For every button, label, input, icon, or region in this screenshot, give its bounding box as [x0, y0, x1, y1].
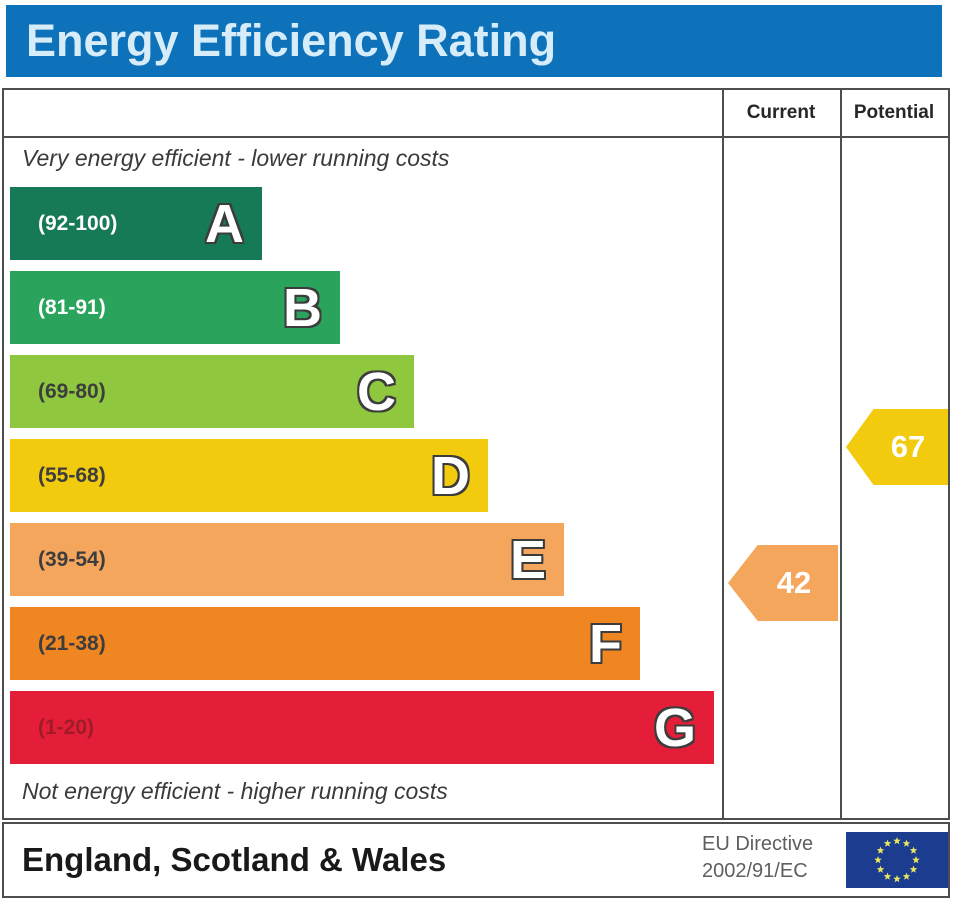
column-header-potential: Potential — [853, 102, 935, 123]
star-icon — [902, 839, 911, 847]
star-icon — [874, 856, 882, 864]
potential-rating-arrow: 67 — [846, 409, 948, 485]
star-icon — [909, 865, 918, 873]
eu-directive-line1: EU Directive — [702, 833, 814, 855]
band-range-label: (81-91) — [38, 295, 106, 319]
potential-column-divider — [840, 90, 842, 818]
column-header-current: Current — [746, 102, 816, 123]
band-bar: (21-38) F — [10, 607, 640, 680]
band-letter: F — [589, 613, 622, 674]
star-icon — [893, 875, 901, 883]
band-range-label: (1-20) — [38, 715, 95, 739]
band-bar: (69-80) C — [10, 355, 414, 428]
current-rating-value: 42 — [776, 565, 812, 600]
header-row-divider — [4, 136, 948, 138]
band-bar: (1-20) G — [10, 691, 714, 764]
band-row: (21-38) F — [10, 607, 640, 680]
band-range-label: (39-54) — [38, 547, 106, 571]
band-letter: G — [653, 697, 696, 758]
star-icon — [876, 865, 885, 873]
band-bar: (55-68) D — [10, 439, 488, 512]
band-row: (1-20) G — [10, 691, 714, 764]
band-range-label: (69-80) — [38, 379, 106, 403]
band-letter: E — [509, 529, 546, 590]
current-rating-arrow: 42 — [728, 545, 838, 621]
band-row: (39-54) E — [10, 523, 564, 596]
eu-directive-label: EU Directive 2002/91/EC — [702, 831, 813, 885]
band-letter: D — [431, 445, 470, 506]
star-icon — [902, 872, 911, 880]
band-bar: (92-100) A — [10, 187, 262, 260]
band-row: (81-91) B — [10, 271, 340, 344]
band-letter: B — [283, 277, 322, 338]
band-row: (69-80) C — [10, 355, 414, 428]
footer-bar: England, Scotland & Wales EU Directive 2… — [2, 822, 950, 898]
band-letter: C — [357, 361, 396, 422]
band-row: (92-100) A — [10, 187, 262, 260]
star-icon — [912, 856, 920, 864]
star-icon — [909, 846, 918, 854]
star-icon — [876, 846, 885, 854]
bottom-note: Not energy efficient - higher running co… — [22, 778, 448, 804]
star-icon — [893, 837, 901, 845]
potential-rating-value: 67 — [890, 429, 926, 464]
rating-table: Current Potential Very energy efficient … — [2, 88, 950, 820]
star-icon — [883, 872, 892, 880]
eu-directive-line2: 2002/91/EC — [702, 860, 808, 882]
band-range-label: (92-100) — [38, 211, 118, 235]
page-title: Energy Efficiency Rating — [26, 15, 557, 66]
star-icon — [883, 839, 892, 847]
region-label: England, Scotland & Wales — [22, 841, 447, 878]
eu-flag — [846, 832, 948, 888]
band-bar: (39-54) E — [10, 523, 564, 596]
band-range-label: (21-38) — [38, 631, 106, 655]
band-range-label: (55-68) — [38, 463, 106, 487]
top-note: Very energy efficient - lower running co… — [22, 145, 450, 171]
band-letter: A — [205, 193, 244, 254]
current-column-divider — [722, 90, 724, 818]
band-row: (55-68) D — [10, 439, 488, 512]
title-bar: Energy Efficiency Rating — [6, 5, 942, 77]
band-bar: (81-91) B — [10, 271, 340, 344]
eu-flag-stars — [874, 837, 920, 883]
